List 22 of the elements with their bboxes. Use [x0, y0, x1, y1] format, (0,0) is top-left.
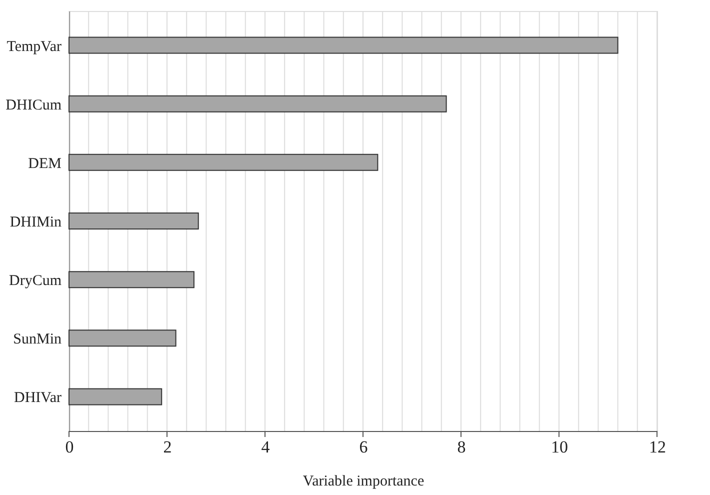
x-tick-label: 12 [649, 438, 666, 456]
x-axis-title: Variable importance [302, 474, 424, 490]
bar [68, 388, 162, 406]
y-tick-label: TempVar [6, 38, 62, 55]
x-tick-label: 6 [359, 438, 368, 456]
y-tick-label: DHIVar [14, 390, 62, 406]
bar [68, 95, 447, 112]
y-tick-label: DryCum [9, 273, 62, 290]
y-tick-label: DEM [28, 156, 62, 172]
x-tick-label: 4 [261, 438, 270, 456]
bar [68, 154, 378, 171]
bar [68, 212, 199, 230]
x-tick-label: 8 [457, 438, 466, 456]
y-tick-label: DHIMin [10, 214, 62, 230]
bar [68, 36, 618, 54]
y-tick-label: DHICum [6, 97, 62, 114]
bar [68, 330, 176, 347]
x-tick-label: 10 [551, 438, 568, 456]
y-tick-label: SunMin [13, 332, 62, 348]
x-tick-label: 2 [163, 438, 172, 456]
bar [68, 271, 194, 288]
x-tick-label: 0 [65, 438, 74, 456]
